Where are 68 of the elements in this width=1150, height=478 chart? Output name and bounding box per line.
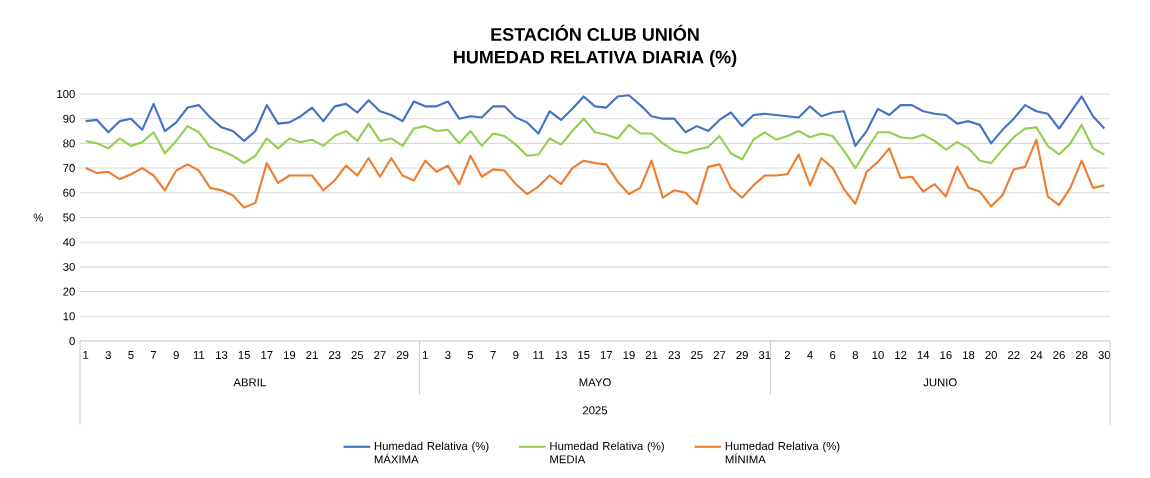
x-tick-label: 19 bbox=[623, 351, 635, 360]
x-tick-label: 23 bbox=[668, 351, 681, 360]
y-tick-label: 20 bbox=[63, 287, 75, 296]
x-tick-label: 3 bbox=[105, 351, 111, 360]
x-tick-label: 27 bbox=[374, 351, 386, 359]
x-tick-label: 26 bbox=[1053, 351, 1065, 360]
x-tick-label: 29 bbox=[396, 351, 409, 360]
x-tick-label: 8 bbox=[852, 351, 858, 360]
x-tick-label: 16 bbox=[940, 351, 952, 360]
x-tick-label: 29 bbox=[736, 351, 748, 360]
x-tick-label: 15 bbox=[238, 351, 250, 359]
x-tick-label: 3 bbox=[445, 351, 451, 360]
text: JUNIO bbox=[923, 378, 957, 387]
x-tick-label: 31 bbox=[758, 351, 771, 360]
y-tick-label: 100 bbox=[57, 89, 75, 98]
x-tick-label: 9 bbox=[173, 351, 179, 360]
x-tick-label: 5 bbox=[128, 351, 134, 359]
text: ABRIL bbox=[233, 378, 266, 387]
y-tick-label: 40 bbox=[62, 238, 75, 247]
text: 2025 bbox=[582, 406, 608, 415]
x-tick-label: 1 bbox=[422, 351, 428, 359]
legend-label: Humedad Relativa (%) MÍNIMA bbox=[725, 441, 840, 464]
chart-subtitle: HUMEDAD RELATIVA DIARIA (%) bbox=[454, 50, 737, 68]
legend-label: Humedad Relativa (%) MEDIA bbox=[550, 441, 664, 464]
y-tick-label: 90 bbox=[63, 114, 75, 123]
x-tick-label: 1 bbox=[83, 351, 89, 359]
x-tick-label: 24 bbox=[1030, 351, 1043, 359]
x-tick-label: 25 bbox=[351, 351, 364, 360]
x-tick-label: 12 bbox=[895, 351, 907, 359]
x-tick-label: 9 bbox=[513, 351, 519, 360]
y-tick-label: 0 bbox=[69, 336, 75, 345]
x-tick-label: 11 bbox=[193, 351, 205, 359]
y-tick-label: 10 bbox=[63, 312, 75, 321]
x-tick-label: 5 bbox=[467, 351, 474, 359]
y-tick-label: 30 bbox=[63, 262, 75, 271]
x-tick-label: 21 bbox=[306, 351, 318, 359]
x-tick-label: 22 bbox=[1008, 351, 1020, 359]
x-tick-label: 28 bbox=[1075, 351, 1088, 360]
x-tick-label: 14 bbox=[917, 351, 930, 359]
x-tick-label: 25 bbox=[691, 351, 703, 360]
x-tick-label: 10 bbox=[872, 351, 884, 360]
x-tick-label: 19 bbox=[283, 351, 296, 360]
x-tick-label: 21 bbox=[645, 351, 658, 359]
x-tick-label: 15 bbox=[578, 351, 590, 359]
chart-title: ESTACIÓN CLUB UNIÓN bbox=[491, 24, 699, 41]
x-tick-label: 6 bbox=[830, 351, 836, 360]
text: MAYO bbox=[579, 378, 611, 387]
x-tick-label: 30 bbox=[1098, 351, 1111, 360]
x-tick-label: 4 bbox=[807, 351, 813, 359]
line-series bbox=[84, 117, 1106, 170]
x-tick-label: 13 bbox=[555, 351, 567, 360]
x-tick-label: 17 bbox=[600, 351, 613, 359]
x-tick-label: 7 bbox=[151, 351, 157, 359]
x-tick-label: 20 bbox=[985, 351, 997, 360]
x-tick-label: 18 bbox=[963, 351, 975, 360]
x-tick-label: 27 bbox=[713, 351, 726, 359]
y-axis-title: % bbox=[33, 213, 43, 222]
y-tick-label: 60 bbox=[63, 188, 75, 197]
x-tick-label: 2 bbox=[784, 351, 790, 359]
legend-label: Humedad Relativa (%) MÁXIMA bbox=[374, 441, 489, 464]
x-tick-label: 7 bbox=[490, 351, 496, 359]
x-tick-label: 17 bbox=[261, 351, 273, 359]
x-tick-label: 11 bbox=[533, 351, 544, 359]
x-tick-label: 13 bbox=[216, 351, 228, 360]
y-tick-label: 80 bbox=[63, 139, 75, 148]
y-tick-label: 50 bbox=[63, 213, 75, 222]
y-tick-label: 70 bbox=[63, 164, 75, 173]
x-tick-label: 23 bbox=[328, 351, 341, 360]
